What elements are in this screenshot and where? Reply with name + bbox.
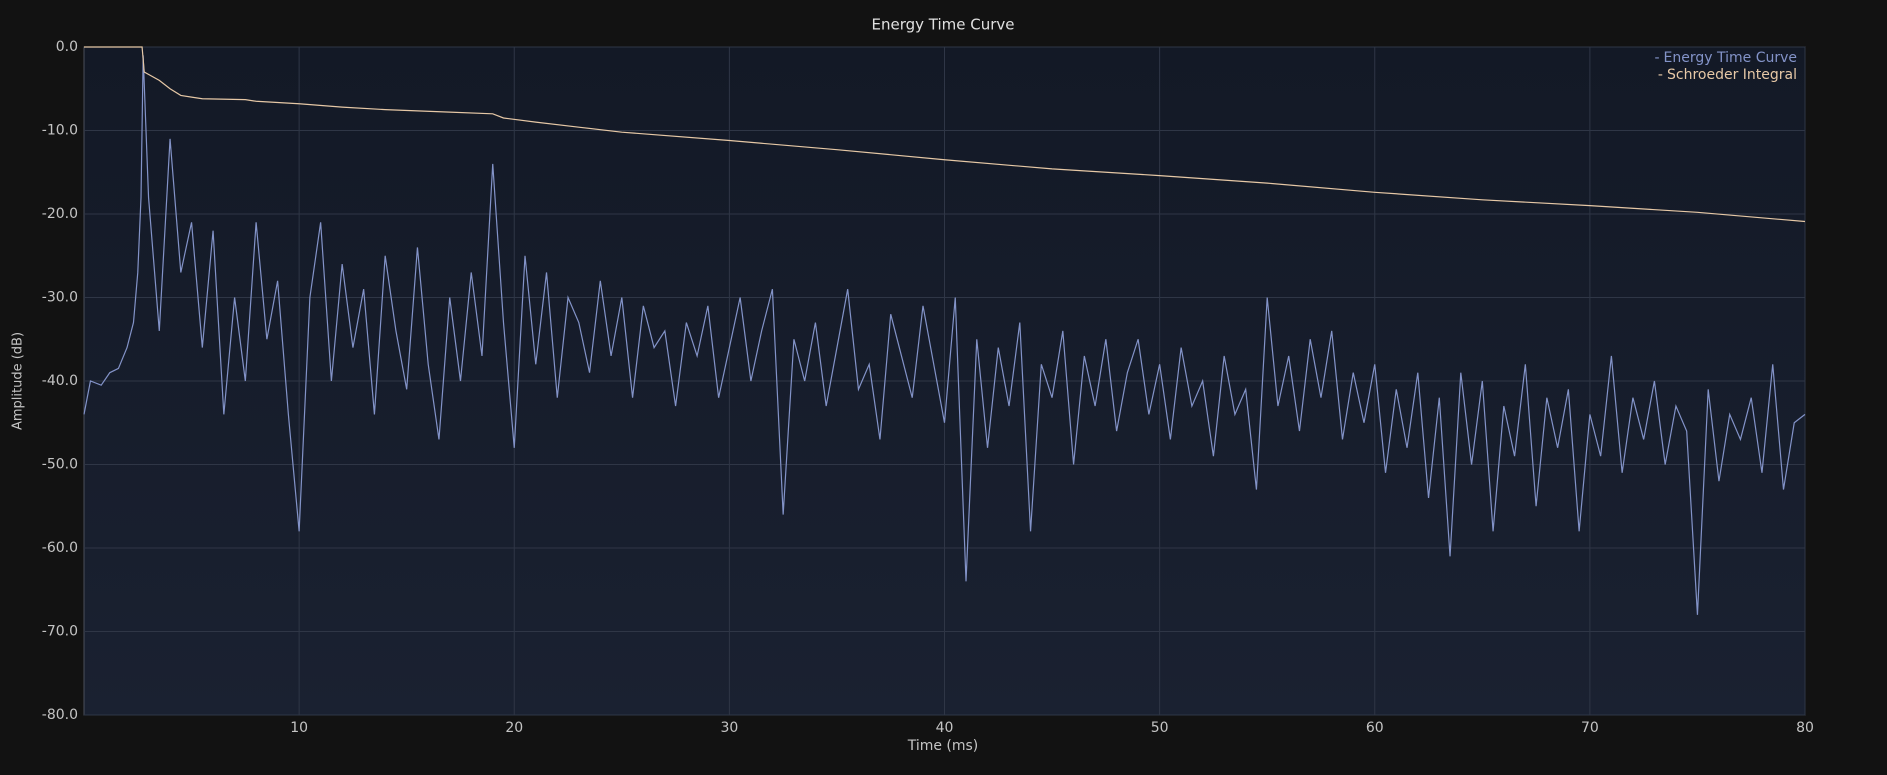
x-tick-label: 30	[720, 720, 738, 736]
x-tick-label: 50	[1151, 720, 1169, 736]
y-axis-label: Amplitude (dB)	[11, 332, 26, 430]
x-axis-label: Time (ms)	[907, 738, 979, 754]
legend-marker: -	[1654, 50, 1659, 66]
y-tick-label: -70.0	[42, 624, 78, 640]
y-tick-label: -10.0	[42, 123, 78, 139]
y-tick-label: -30.0	[42, 290, 78, 306]
legend-marker: -	[1658, 67, 1663, 83]
x-tick-label: 80	[1796, 720, 1814, 736]
y-tick-label: 0.0	[56, 39, 78, 55]
y-tick-label: -50.0	[42, 457, 78, 473]
x-tick-label: 70	[1581, 720, 1599, 736]
x-tick-label: 10	[290, 720, 308, 736]
x-tick-label: 40	[936, 720, 954, 736]
y-tick-label: -40.0	[42, 373, 78, 389]
y-tick-label: -60.0	[42, 540, 78, 556]
x-tick-label: 60	[1366, 720, 1384, 736]
legend-label: Schroeder Integral	[1667, 67, 1797, 83]
legend-label: Energy Time Curve	[1664, 50, 1797, 66]
y-tick-label: -80.0	[42, 707, 78, 723]
y-tick-label: -20.0	[42, 206, 78, 222]
series-line	[84, 46, 1806, 223]
chart-title: Energy Time Curve	[871, 16, 1014, 34]
x-tick-label: 20	[505, 720, 523, 736]
series-line	[83, 55, 1806, 615]
